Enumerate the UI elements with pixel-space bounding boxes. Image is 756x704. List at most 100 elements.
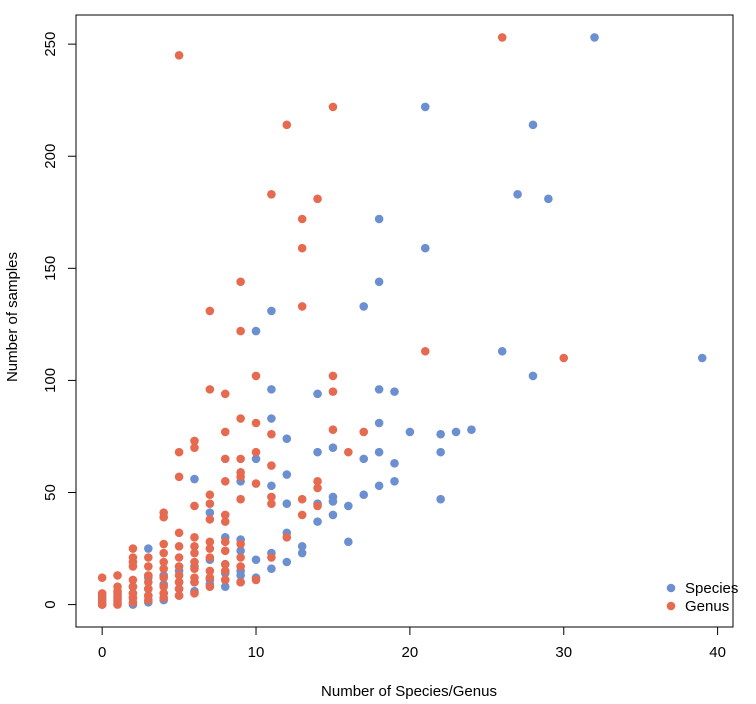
data-point: [544, 194, 553, 204]
data-point: [267, 461, 276, 470]
y-tick-label: 200: [42, 144, 59, 169]
data-point: [97, 600, 107, 609]
data-point: [174, 553, 184, 562]
data-point: [559, 353, 569, 363]
data-point: [267, 481, 276, 491]
data-point: [344, 537, 353, 547]
data-point: [97, 573, 107, 582]
data-point: [159, 573, 169, 582]
data-point: [159, 564, 169, 574]
data-point: [174, 577, 184, 587]
data-point: [236, 571, 245, 580]
data-point: [251, 326, 261, 336]
data-point: [374, 447, 384, 457]
data-point: [144, 562, 153, 571]
data-point: [190, 541, 199, 551]
data-point: [405, 427, 415, 437]
legend-marker-genus: [666, 601, 676, 611]
data-point: [174, 584, 184, 594]
data-point: [144, 584, 153, 594]
data-point: [297, 302, 307, 311]
data-point: [220, 582, 230, 591]
data-point: [190, 443, 199, 452]
data-point: [497, 33, 507, 42]
data-point: [128, 575, 138, 585]
data-point: [128, 562, 138, 571]
data-point: [236, 577, 245, 587]
x-tick-label: 10: [248, 644, 265, 661]
data-point: [113, 600, 122, 609]
data-point: [297, 494, 307, 504]
data-point: [190, 436, 199, 446]
data-point: [236, 562, 245, 571]
y-axis: 0 50 100 150 200 250: [42, 32, 77, 609]
data-point: [436, 447, 445, 457]
legend-label: Genus: [685, 598, 729, 615]
data-point: [282, 557, 292, 567]
data-points: [97, 33, 707, 609]
data-point: [267, 564, 276, 574]
data-point: [174, 51, 184, 60]
data-point: [267, 553, 276, 562]
data-point: [359, 427, 369, 437]
data-point: [236, 546, 245, 556]
data-point: [251, 418, 261, 428]
data-point: [144, 544, 153, 553]
data-point: [236, 414, 245, 423]
y-tick-label: 50: [42, 484, 59, 501]
data-point: [128, 598, 138, 607]
data-point: [313, 483, 322, 493]
data-point: [313, 447, 322, 457]
data-point: [190, 474, 199, 484]
data-point: [174, 541, 184, 551]
data-point: [297, 548, 307, 558]
data-point: [205, 385, 215, 394]
data-point: [220, 510, 230, 520]
data-point: [144, 571, 153, 580]
data-point: [220, 575, 230, 585]
y-tick-label: 250: [42, 32, 59, 57]
data-point: [359, 454, 369, 464]
data-point: [174, 562, 184, 571]
data-point: [159, 548, 169, 558]
data-point: [267, 190, 276, 199]
data-point: [420, 102, 430, 112]
data-point: [251, 479, 261, 488]
data-point: [220, 546, 230, 556]
data-point: [190, 557, 199, 567]
data-point: [159, 539, 169, 549]
data-point: [236, 539, 245, 549]
data-point: [159, 557, 169, 567]
data-point: [267, 385, 276, 394]
data-point: [251, 447, 261, 457]
data-point: [144, 595, 153, 605]
data-point: [513, 190, 522, 199]
data-point: [497, 346, 507, 356]
data-point: [236, 553, 245, 562]
data-point: [451, 427, 461, 437]
data-point: [313, 476, 322, 486]
data-point: [282, 434, 292, 443]
data-point: [297, 243, 307, 253]
data-point: [359, 302, 369, 311]
data-point: [205, 306, 215, 316]
data-point: [467, 425, 476, 435]
data-point: [190, 548, 199, 558]
data-point: [174, 528, 184, 538]
data-point: [220, 517, 230, 526]
data-point: [328, 387, 338, 396]
data-point: [282, 533, 292, 542]
x-tick-label: 20: [402, 644, 419, 661]
data-point: [297, 510, 307, 520]
data-point: [220, 389, 230, 399]
data-point: [313, 517, 322, 526]
data-point: [159, 512, 169, 522]
data-point: [128, 544, 138, 553]
data-point: [220, 566, 230, 576]
data-point: [328, 371, 338, 381]
x-axis-label: Number of Species/Genus: [321, 683, 497, 700]
data-point: [267, 429, 276, 439]
data-point: [328, 510, 338, 520]
